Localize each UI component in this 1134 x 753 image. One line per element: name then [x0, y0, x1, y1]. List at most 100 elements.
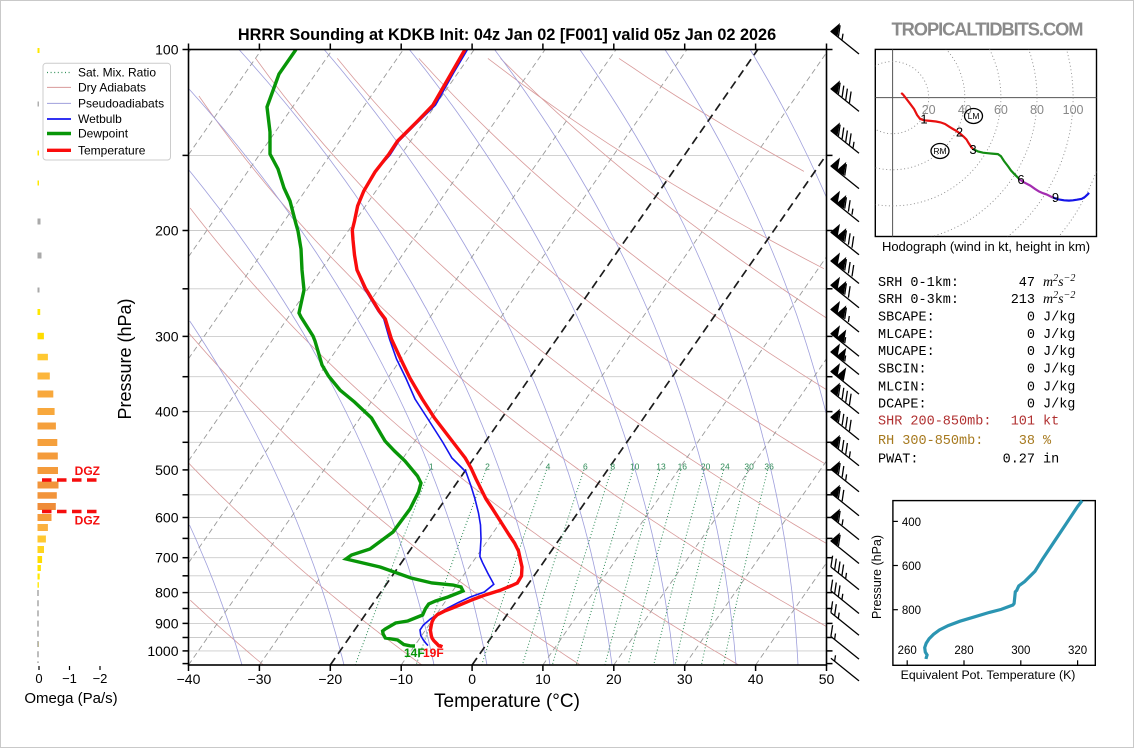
svg-text:19F: 19F: [423, 646, 444, 660]
svg-text:80: 80: [1030, 103, 1044, 117]
svg-text:60: 60: [994, 103, 1008, 117]
svg-text:6: 6: [1017, 172, 1024, 187]
svg-text:38: 38: [1019, 434, 1035, 449]
svg-text:10: 10: [535, 671, 551, 687]
svg-text:600: 600: [155, 510, 179, 526]
svg-text:Pseudoadiabats: Pseudoadiabats: [78, 96, 164, 110]
svg-text:DGZ: DGZ: [75, 464, 100, 478]
svg-text:MUCAPE:: MUCAPE:: [878, 345, 935, 360]
svg-text:LM: LM: [968, 111, 980, 121]
svg-text:MLCAPE:: MLCAPE:: [878, 328, 935, 343]
svg-text:20: 20: [606, 671, 622, 687]
svg-text:30: 30: [677, 671, 693, 687]
svg-text:800: 800: [902, 605, 921, 617]
svg-text:HRRR Sounding at KDKB Init: 04: HRRR Sounding at KDKB Init: 04z Jan 02 […: [238, 26, 776, 44]
svg-text:50: 50: [819, 671, 835, 687]
svg-text:14F: 14F: [404, 646, 425, 660]
svg-text:−30: −30: [248, 671, 272, 687]
svg-text:RH 300-850mb:: RH 300-850mb:: [878, 434, 983, 449]
svg-text:0: 0: [1027, 363, 1035, 378]
svg-text:Temperature: Temperature: [78, 143, 146, 157]
svg-text:in: in: [1043, 452, 1059, 467]
svg-text:SHR 200-850mb:: SHR 200-850mb:: [878, 415, 991, 430]
svg-text:2: 2: [956, 125, 963, 140]
svg-text:260: 260: [898, 645, 917, 657]
svg-text:300: 300: [1011, 645, 1030, 657]
svg-text:320: 320: [1068, 645, 1087, 657]
svg-text:13: 13: [656, 462, 666, 472]
svg-text:20: 20: [701, 462, 711, 472]
svg-text:213: 213: [1011, 293, 1035, 308]
svg-text:100: 100: [155, 42, 179, 58]
svg-text:2: 2: [485, 462, 490, 472]
svg-text:RM: RM: [933, 146, 946, 156]
svg-text:600: 600: [902, 561, 921, 573]
svg-text:300: 300: [155, 328, 179, 344]
svg-text:SBCIN:: SBCIN:: [878, 363, 927, 378]
svg-text:36: 36: [764, 462, 774, 472]
svg-text:−2: −2: [93, 671, 108, 686]
svg-text:Dewpoint: Dewpoint: [78, 127, 129, 141]
svg-text:Sat. Mix. Ratio: Sat. Mix. Ratio: [78, 66, 156, 80]
svg-text:DCAPE:: DCAPE:: [878, 397, 927, 412]
svg-text:400: 400: [902, 517, 921, 529]
svg-text:Equivalent Pot. Temperature (K: Equivalent Pot. Temperature (K): [901, 668, 1076, 682]
svg-text:PWAT:: PWAT:: [878, 452, 919, 467]
svg-text:SBCAPE:: SBCAPE:: [878, 310, 935, 325]
svg-text:Dry Adiabats: Dry Adiabats: [78, 80, 146, 94]
svg-text:16: 16: [678, 462, 688, 472]
svg-text:%: %: [1043, 434, 1052, 449]
svg-text:J/kg: J/kg: [1043, 397, 1075, 412]
svg-text:800: 800: [155, 585, 179, 601]
svg-text:4: 4: [546, 462, 551, 472]
svg-text:24: 24: [720, 462, 730, 472]
svg-text:Wetbulb: Wetbulb: [78, 112, 122, 126]
svg-text:J/kg: J/kg: [1043, 345, 1075, 360]
svg-text:101: 101: [1011, 415, 1035, 430]
svg-text:0: 0: [468, 671, 476, 687]
svg-text:Temperature (°C): Temperature (°C): [434, 691, 580, 712]
svg-text:−1: −1: [62, 671, 77, 686]
svg-text:200: 200: [155, 223, 179, 239]
svg-text:40: 40: [958, 103, 972, 117]
svg-text:0: 0: [1027, 345, 1035, 360]
svg-text:500: 500: [155, 462, 179, 478]
svg-text:TROPICALTIDBITS.COM: TROPICALTIDBITS.COM: [892, 19, 1083, 40]
svg-text:1000: 1000: [147, 643, 178, 659]
svg-text:40: 40: [748, 671, 764, 687]
svg-text:900: 900: [155, 615, 179, 631]
svg-text:400: 400: [155, 404, 179, 420]
svg-text:Pressure (hPa): Pressure (hPa): [870, 535, 884, 619]
svg-text:30: 30: [744, 462, 754, 472]
svg-text:MLCIN:: MLCIN:: [878, 380, 927, 395]
svg-text:8: 8: [610, 462, 615, 472]
svg-text:1: 1: [429, 462, 434, 472]
svg-text:Hodograph (wind in kt, height: Hodograph (wind in kt, height in km): [882, 239, 1090, 254]
svg-text:−40: −40: [177, 671, 201, 687]
svg-text:kt: kt: [1043, 415, 1059, 430]
svg-text:3: 3: [969, 142, 976, 157]
svg-text:−10: −10: [389, 671, 413, 687]
svg-text:Pressure (hPa): Pressure (hPa): [115, 298, 135, 419]
svg-text:700: 700: [155, 550, 179, 566]
svg-text:47: 47: [1019, 276, 1035, 291]
svg-text:0.27: 0.27: [1003, 452, 1035, 467]
svg-text:100: 100: [1063, 103, 1084, 117]
svg-text:0: 0: [1027, 380, 1035, 395]
svg-text:0: 0: [1027, 328, 1035, 343]
svg-text:J/kg: J/kg: [1043, 310, 1075, 325]
svg-text:6: 6: [583, 462, 588, 472]
svg-text:SRH 0-1km:: SRH 0-1km:: [878, 276, 959, 291]
svg-text:SRH 0-3km:: SRH 0-3km:: [878, 293, 959, 308]
svg-text:10: 10: [630, 462, 640, 472]
svg-text:1: 1: [920, 112, 927, 127]
svg-text:−20: −20: [318, 671, 342, 687]
svg-text:0: 0: [1027, 310, 1035, 325]
svg-text:J/kg: J/kg: [1043, 328, 1075, 343]
svg-text:Omega (Pa/s): Omega (Pa/s): [24, 690, 117, 707]
svg-text:9: 9: [1052, 190, 1059, 205]
svg-text:0: 0: [1027, 397, 1035, 412]
svg-text:J/kg: J/kg: [1043, 363, 1075, 378]
svg-text:J/kg: J/kg: [1043, 380, 1075, 395]
svg-text:280: 280: [954, 645, 973, 657]
